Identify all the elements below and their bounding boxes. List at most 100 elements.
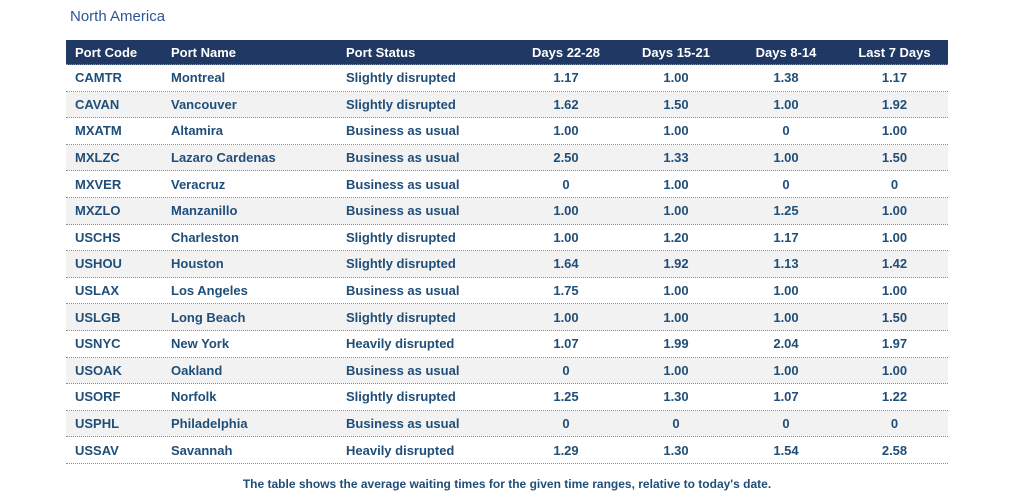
cell-port-name: Oakland xyxy=(171,362,223,378)
cell-days-22-28: 1.29 xyxy=(553,442,579,458)
cell-port-status: Slightly disrupted xyxy=(346,70,456,86)
cell-port-code: USLGB xyxy=(75,309,121,325)
cell-port-name: Savannah xyxy=(171,442,233,458)
cell-days-8-14: 1.00 xyxy=(773,362,799,378)
cell-days-8-14: 0 xyxy=(782,123,790,139)
cell-days-22-28: 0 xyxy=(562,362,570,378)
cell-port-status: Slightly disrupted xyxy=(346,309,456,325)
cell-days-15-21: 1.92 xyxy=(663,256,689,272)
cell-days-15-21: 1.00 xyxy=(663,309,689,325)
cell-port-code: MXATM xyxy=(75,123,122,139)
cell-days-22-28: 1.64 xyxy=(553,256,579,272)
cell-days-8-14: 1.25 xyxy=(773,203,799,219)
table-row-usphl: USPHL Philadelphia Business as usual 0 0 0 0 xyxy=(66,410,948,438)
cell-port-code: USPHL xyxy=(75,416,120,432)
cell-days-8-14: 1.17 xyxy=(773,229,799,245)
table-row-mxzlo: MXZLO Manzanillo Business as usual 1.00 1.00… xyxy=(66,197,948,225)
column-header-days-22-28: Days 22-28 xyxy=(532,44,600,60)
cell-port-name: Los Angeles xyxy=(171,283,248,299)
cell-port-name: New York xyxy=(171,336,230,352)
cell-days-8-14: 1.00 xyxy=(773,150,799,166)
cell-port-name: Manzanillo xyxy=(171,203,238,219)
cell-last-7-days: 1.97 xyxy=(881,336,908,352)
cell-port-name: Altamira xyxy=(171,123,224,139)
cell-days-22-28: 1.75 xyxy=(553,283,579,299)
table-footnote: The table shows the average waiting time… xyxy=(242,477,772,491)
cell-days-15-21: 1.20 xyxy=(663,229,689,245)
cell-port-status: Slightly disrupted xyxy=(346,229,456,245)
cell-days-15-21: 1.00 xyxy=(663,176,689,192)
cell-port-code: CAMTR xyxy=(75,70,122,86)
table-row-mxlzc: MXLZC Lazaro Cardenas Business as usual 2.5… xyxy=(66,144,948,172)
cell-port-status: Heavily disrupted xyxy=(346,442,455,458)
cell-days-8-14: 0 xyxy=(782,416,790,432)
cell-last-7-days: 0 xyxy=(890,416,899,432)
column-header-port-status: Port Status xyxy=(346,44,416,60)
cell-port-name: Montreal xyxy=(171,70,226,86)
cell-days-15-21: 1.00 xyxy=(663,203,689,219)
cell-days-8-14: 1.38 xyxy=(773,70,799,86)
cell-port-name: Vancouver xyxy=(171,96,237,112)
cell-days-15-21: 1.50 xyxy=(663,96,689,112)
cell-days-15-21: 1.00 xyxy=(663,362,689,378)
cell-days-15-21: 1.30 xyxy=(663,442,689,458)
cell-days-8-14: 1.54 xyxy=(773,442,799,458)
cell-days-22-28: 1.07 xyxy=(553,336,579,352)
table-row-uschs: USCHS Charleston Slightly disrupted 1.00 1.2… xyxy=(66,224,948,252)
table-row-usnyc: USNYC New York Heavily disrupted 1.07 1.99 2.… xyxy=(66,330,948,358)
cell-days-15-21: 1.99 xyxy=(663,336,689,352)
cell-last-7-days: 1.00 xyxy=(881,123,908,139)
cell-port-code: USORF xyxy=(75,389,121,405)
cell-port-name: Long Beach xyxy=(171,309,246,325)
cell-days-8-14: 1.07 xyxy=(773,389,799,405)
cell-days-15-21: 0 xyxy=(672,416,680,432)
column-header-port-code: Port Code xyxy=(75,44,138,60)
cell-port-code: CAVAN xyxy=(75,96,120,112)
cell-days-8-14: 1.00 xyxy=(773,283,799,299)
cell-port-status: Business as usual xyxy=(346,176,460,192)
cell-port-code: USLAX xyxy=(75,283,120,299)
cell-port-code: MXLZC xyxy=(75,150,120,166)
cell-days-22-28: 0 xyxy=(562,416,570,432)
column-header-days-8-14: Days 8-14 xyxy=(755,44,817,60)
cell-last-7-days: 1.17 xyxy=(881,70,908,86)
column-header-days-15-21: Days 15-21 xyxy=(642,44,710,60)
cell-days-15-21: 1.33 xyxy=(663,150,689,166)
cell-days-15-21: 1.00 xyxy=(663,123,689,139)
cell-port-status: Heavily disrupted xyxy=(346,336,455,352)
cell-last-7-days: 1.00 xyxy=(881,362,908,378)
cell-days-22-28: 2.50 xyxy=(553,150,579,166)
cell-last-7-days: 1.22 xyxy=(881,389,908,405)
table-row-uslax: USLAX Los Angeles Business as usual 1.75 1.0… xyxy=(66,277,948,305)
cell-days-22-28: 0 xyxy=(562,176,570,192)
column-header-port-name: Port Name xyxy=(171,44,237,60)
cell-days-8-14: 1.00 xyxy=(773,96,799,112)
cell-days-22-28: 1.00 xyxy=(553,309,579,325)
cell-port-name: Norfolk xyxy=(171,389,217,405)
cell-port-status: Slightly disrupted xyxy=(346,389,456,405)
cell-days-15-21: 1.30 xyxy=(663,389,689,405)
table-row-ussav: USSAV Savannah Heavily disrupted 1.29 1.30 1.… xyxy=(66,437,948,464)
cell-port-status: Slightly disrupted xyxy=(346,256,456,272)
cell-days-8-14: 0 xyxy=(782,176,790,192)
table-row-usoak: USOAK Oakland Business as usual 0 1.00 1.00 1.… xyxy=(66,357,948,385)
table-row-camtr: CAMTR Montreal Slightly disrupted 1.17 1.00 1… xyxy=(66,65,948,92)
cell-days-22-28: 1.62 xyxy=(553,96,579,112)
cell-port-status: Business as usual xyxy=(346,283,460,299)
cell-port-status: Business as usual xyxy=(346,123,460,139)
cell-last-7-days: 1.42 xyxy=(881,256,908,272)
table-body: CAMTR Montreal Slightly disrupted 1.17 1.00 1… xyxy=(66,65,948,464)
cell-days-22-28: 1.00 xyxy=(553,203,579,219)
table-row-uslgb: USLGB Long Beach Slightly disrupted 1.00 1.0… xyxy=(66,304,948,331)
table-header-row: Port Code Port Name Port Status Days 22-28 D… xyxy=(66,40,948,65)
cell-last-7-days: 1.00 xyxy=(881,283,908,299)
cell-port-code: USHOU xyxy=(75,256,122,272)
page-title: North America xyxy=(70,8,166,25)
cell-port-status: Business as usual xyxy=(346,150,460,166)
cell-port-name: Charleston xyxy=(171,229,239,245)
cell-days-15-21: 1.00 xyxy=(663,283,689,299)
cell-port-status: Slightly disrupted xyxy=(346,96,456,112)
table-row-usorf: USORF Norfolk Slightly disrupted 1.25 1.30 1.… xyxy=(66,384,948,411)
column-header-last-7-days: Last 7 Days xyxy=(858,44,931,60)
cell-port-name: Lazaro Cardenas xyxy=(171,150,276,166)
